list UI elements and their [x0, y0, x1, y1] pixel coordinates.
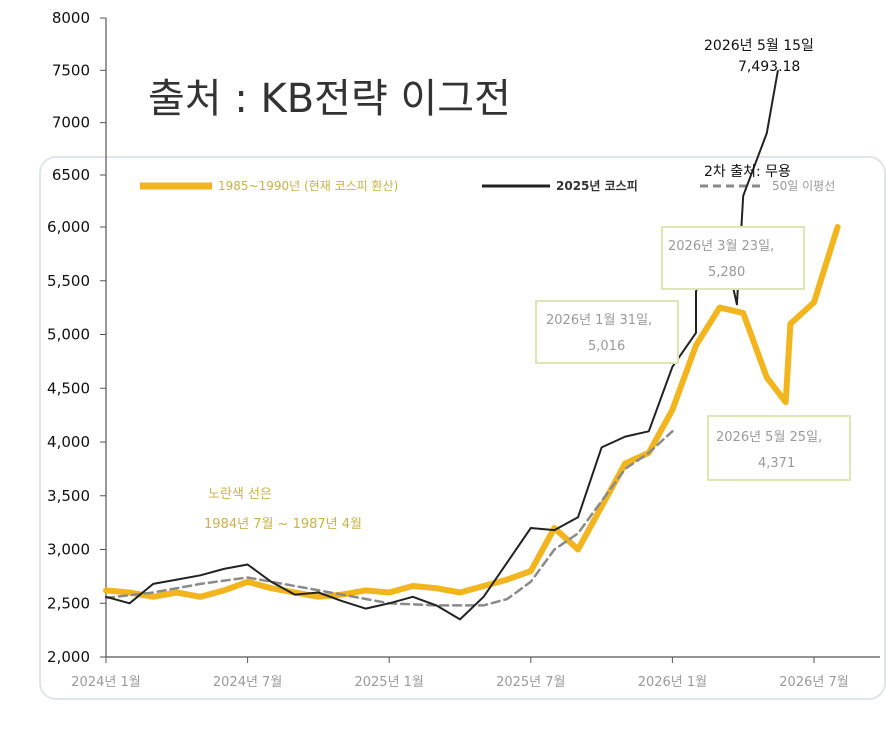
y-tick-label: 3,000: [47, 541, 90, 559]
y-tick-label: 4,500: [47, 379, 90, 397]
callout-may25-date: 2026년 5월 25일,: [716, 430, 822, 445]
note-line-1: 노란색 선은: [208, 487, 272, 502]
callout-may25-value: 4,371: [758, 456, 795, 471]
x-tick-label: 2024년 7월: [213, 675, 282, 690]
callout-mar23-value: 5,280: [708, 265, 745, 280]
x-ticks: 2024년 1월 2024년 7월 2025년 1월 2025년 7월 2026년 1월…: [71, 657, 849, 690]
y-tick-label: 8000: [52, 9, 90, 27]
callout-jan31: 2026년 1월 31일, 5,016: [535, 300, 679, 364]
callout-jan31-value: 5,016: [588, 339, 625, 354]
legend-yellow-label: 1985~1990년 (현재 코스피 환산): [218, 179, 398, 193]
y-tick-label: 6500: [52, 166, 90, 184]
note-line-2: 1984년 7월 ~ 1987년 4월: [204, 517, 362, 532]
legend: 1985~1990년 (현재 코스피 환산) 2025년 코스피 50일 이평선: [140, 178, 835, 193]
series-yellow-line: [103, 224, 841, 600]
callout-mar23-date: 2026년 3월 23일,: [668, 239, 774, 254]
x-tick-label: 2025년 7월: [496, 675, 565, 690]
overlay-title: 출처 : KB전략 이그전: [148, 76, 511, 122]
y-tick-label: 7500: [52, 61, 90, 79]
x-tick-label: 2024년 1월: [71, 675, 140, 690]
callout-mar23: 2026년 3월 23일, 5,280: [661, 226, 805, 290]
callout-may15-date: 2026년 5월 15일: [704, 38, 814, 54]
x-tick-label: 2026년 7월: [779, 675, 848, 690]
series-dashed-line: [104, 430, 674, 607]
y-tick-label: 2,500: [47, 594, 90, 612]
y-ticks: 8000 7500 7000 6500 6,000 5,500 5,000 4,500 4,00…: [47, 9, 106, 666]
callout-may25: 2026년 5월 25일, 4,371: [707, 415, 851, 481]
x-tick-label: 2025년 1월: [354, 675, 423, 690]
y-tick-label: 6,000: [47, 218, 90, 236]
y-tick-label: 5,000: [47, 326, 90, 344]
legend-black-label: 2025년 코스피: [556, 178, 638, 193]
callout-jan31-date: 2026년 1월 31일,: [546, 313, 652, 328]
y-tick-label: 4,000: [47, 433, 90, 451]
x-tick-label: 2026년 1월: [638, 675, 707, 690]
callout-may15-value: 7,493.18: [738, 59, 800, 75]
y-tick-label: 5,500: [47, 272, 90, 290]
series-layer: [103, 70, 841, 621]
y-tick-label: 3,500: [47, 487, 90, 505]
series-black-line: [105, 70, 779, 621]
legend-dashed-label: 50일 이평선: [772, 179, 835, 193]
source2-label: 2차 출처: 무용: [704, 164, 791, 180]
y-tick-label: 7000: [52, 114, 90, 132]
chart-panel: [39, 156, 886, 700]
y-tick-label: 2,000: [47, 648, 90, 666]
